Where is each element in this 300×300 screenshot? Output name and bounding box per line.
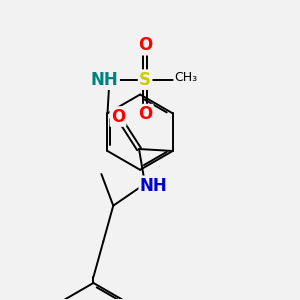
Text: S: S <box>139 71 151 89</box>
Text: NH: NH <box>140 177 167 195</box>
Text: CH₃: CH₃ <box>174 71 197 84</box>
Text: NH: NH <box>91 71 118 89</box>
Text: O: O <box>138 36 152 54</box>
Text: O: O <box>111 107 125 125</box>
Text: O: O <box>138 105 152 123</box>
